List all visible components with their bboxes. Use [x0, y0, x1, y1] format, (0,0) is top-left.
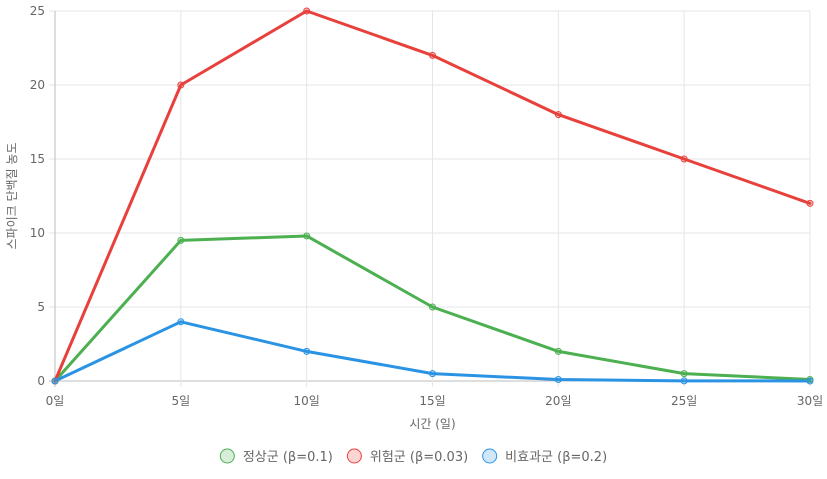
series-lines	[51, 7, 814, 385]
legend-swatch	[346, 448, 362, 464]
data-point	[806, 377, 814, 385]
data-point	[303, 347, 311, 355]
axes: 0 5 10 15 20 25 0일 5일 10일 15일 20일 25일 30일	[30, 4, 823, 408]
x-tick-label: 30일	[797, 394, 823, 408]
data-point	[680, 377, 688, 385]
y-tick-label: 5	[37, 300, 45, 314]
data-point	[51, 377, 59, 385]
x-tick-label: 25일	[671, 394, 697, 408]
data-point	[806, 199, 814, 207]
x-tick-label: 0일	[46, 394, 65, 408]
data-point	[303, 232, 311, 240]
data-point	[429, 370, 436, 378]
data-point	[554, 376, 562, 384]
data-point	[554, 347, 562, 355]
data-point	[429, 303, 436, 311]
data-point	[680, 155, 688, 163]
data-point	[680, 370, 688, 378]
legend-swatch	[482, 448, 498, 464]
x-tick-label: 5일	[171, 394, 190, 408]
data-point	[554, 111, 562, 119]
legend: 정상군 (β=0.1) 위험군 (β=0.03) 비효과군 (β=0.2)	[219, 448, 607, 465]
legend-label: 비효과군 (β=0.2)	[505, 450, 607, 465]
y-tick-label: 20	[30, 78, 45, 92]
data-point	[177, 81, 185, 89]
x-tick-label: 15일	[419, 394, 445, 408]
y-tick-label: 15	[30, 152, 45, 166]
y-tick-label: 0	[37, 374, 45, 388]
legend-label: 위험군 (β=0.03)	[370, 450, 468, 465]
x-tick-label: 10일	[294, 394, 320, 408]
legend-label: 정상군 (β=0.1)	[243, 450, 333, 465]
x-tick-label: 20일	[545, 394, 571, 408]
grid-lines	[49, 10, 811, 387]
y-tick-label: 10	[30, 226, 45, 240]
data-point	[429, 51, 436, 59]
data-point	[177, 318, 185, 326]
data-point	[177, 236, 185, 244]
y-tick-label: 25	[30, 4, 45, 18]
x-axis-title: 시간 (일)	[409, 417, 455, 431]
y-axis-title: 스파이크 단백질 농도	[5, 143, 19, 250]
series-line	[53, 234, 812, 383]
legend-swatch	[219, 448, 235, 464]
series-line	[53, 320, 812, 383]
data-point	[303, 7, 311, 15]
series-line	[53, 9, 812, 383]
